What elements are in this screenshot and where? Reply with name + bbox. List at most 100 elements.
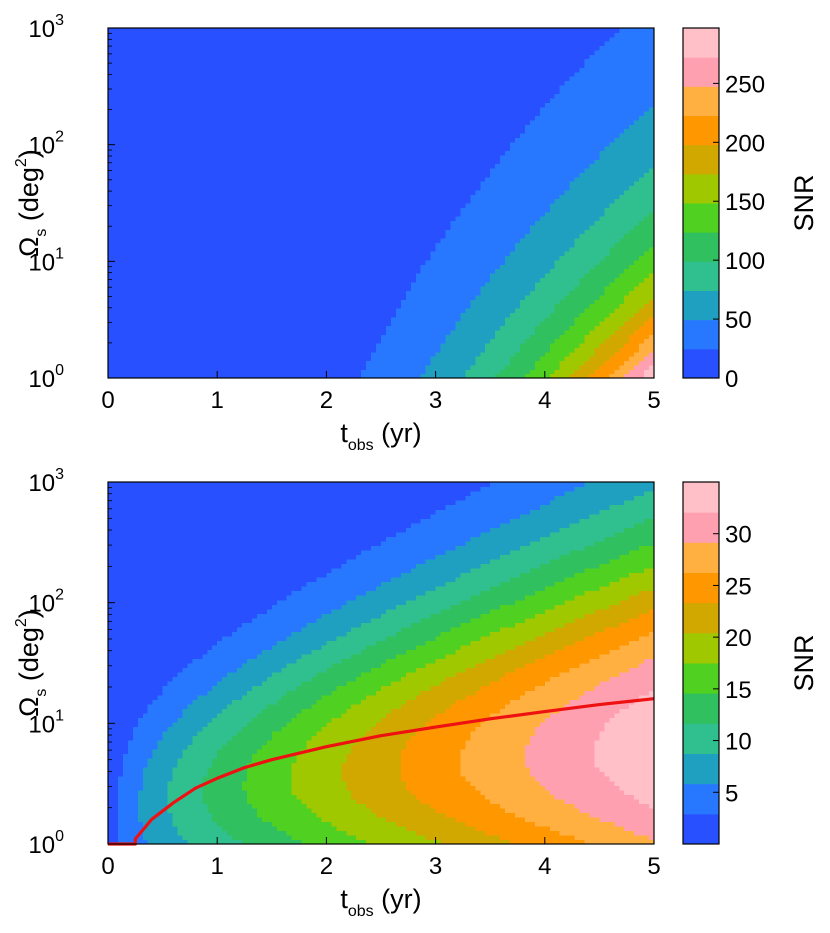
snr-cell	[137, 229, 144, 235]
snr-cell	[306, 277, 313, 283]
snr-cell	[237, 128, 243, 134]
snr-cell	[127, 351, 134, 357]
snr-cell	[237, 36, 243, 42]
snr-cell	[177, 255, 184, 261]
snr-cell	[197, 334, 203, 340]
snr-cell	[157, 373, 164, 379]
snr-cell	[336, 246, 342, 252]
snr-cell	[157, 224, 164, 230]
snr-cell	[108, 329, 114, 335]
snr-cell	[296, 286, 303, 292]
snr-cell	[381, 84, 387, 90]
snr-cell	[251, 32, 258, 38]
snr-cell	[202, 277, 208, 283]
snr-cell	[117, 316, 124, 322]
snr-cell	[271, 264, 278, 270]
snr-cell	[202, 150, 208, 156]
snr-cell	[152, 71, 159, 77]
snr-cell	[137, 84, 144, 90]
snr-cell	[266, 207, 273, 213]
snr-cell	[271, 220, 278, 226]
snr-cell	[376, 133, 382, 138]
snr-cell	[157, 251, 164, 257]
snr-cell	[137, 181, 144, 187]
snr-cell	[108, 268, 114, 274]
snr-cell	[261, 80, 268, 86]
snr-cell	[112, 233, 119, 239]
snr-cell	[246, 203, 253, 208]
snr-cell	[172, 102, 179, 108]
snr-cell	[227, 308, 233, 313]
snr-cell	[132, 273, 139, 278]
snr-cell	[296, 268, 303, 274]
snr-cell	[341, 49, 347, 55]
snr-cell	[251, 141, 258, 147]
snr-cell	[112, 172, 119, 178]
snr-cell	[276, 373, 283, 379]
snr-cell	[167, 49, 174, 55]
snr-cell	[137, 93, 144, 99]
snr-cell	[301, 259, 308, 265]
snr-cell	[341, 194, 347, 200]
snr-cell	[356, 54, 362, 60]
snr-cell	[172, 32, 179, 38]
snr-cell	[147, 98, 154, 103]
snr-cell	[132, 76, 139, 82]
snr-cell	[187, 273, 193, 278]
snr-cell	[356, 211, 362, 217]
snr-cell	[390, 343, 397, 348]
snr-cell	[127, 49, 134, 55]
snr-cell	[366, 106, 372, 112]
snr-cell	[127, 316, 134, 322]
snr-cell	[390, 124, 397, 130]
snr-cell	[271, 216, 278, 222]
snr-cell	[276, 299, 283, 305]
snr-cell	[405, 154, 412, 160]
snr-cell	[341, 224, 347, 230]
snr-cell	[311, 133, 318, 138]
snr-cell	[112, 259, 119, 265]
snr-cell	[197, 246, 203, 252]
snr-cell	[395, 58, 402, 64]
snr-cell	[127, 71, 134, 77]
snr-cell	[132, 229, 139, 235]
snr-cell	[371, 102, 377, 108]
snr-cell	[237, 133, 243, 138]
snr-cell	[246, 338, 253, 344]
snr-cell	[177, 308, 184, 313]
snr-cell	[346, 273, 352, 278]
snr-cell	[341, 351, 347, 357]
snr-cell	[177, 316, 184, 322]
snr-cell	[187, 281, 193, 287]
snr-cell	[366, 281, 372, 287]
snr-cell	[271, 329, 278, 335]
snr-cell	[147, 119, 154, 125]
snr-cell	[197, 343, 203, 348]
snr-cell	[376, 168, 382, 173]
snr-cell	[177, 268, 184, 274]
snr-cell	[395, 41, 402, 47]
snr-cell	[326, 238, 332, 243]
snr-cell	[286, 146, 293, 152]
snr-cell	[366, 338, 372, 344]
snr-cell	[232, 67, 238, 73]
snr-cell	[167, 194, 174, 200]
snr-cell	[415, 238, 422, 243]
snr-cell	[296, 41, 303, 47]
snr-cell	[400, 299, 407, 305]
snr-cell	[326, 290, 332, 296]
snr-cell	[410, 211, 417, 217]
snr-cell	[366, 54, 372, 60]
snr-cell	[197, 185, 203, 191]
snr-cell	[281, 203, 288, 208]
snr-cell	[321, 150, 327, 156]
snr-cell	[108, 159, 114, 165]
snr-cell	[356, 316, 362, 322]
snr-cell	[346, 67, 352, 73]
snr-cell	[197, 146, 203, 152]
snr-cell	[341, 63, 347, 68]
snr-cell	[202, 76, 208, 82]
snr-cell	[222, 308, 228, 313]
snr-cell	[202, 251, 208, 257]
snr-cell	[207, 343, 213, 348]
